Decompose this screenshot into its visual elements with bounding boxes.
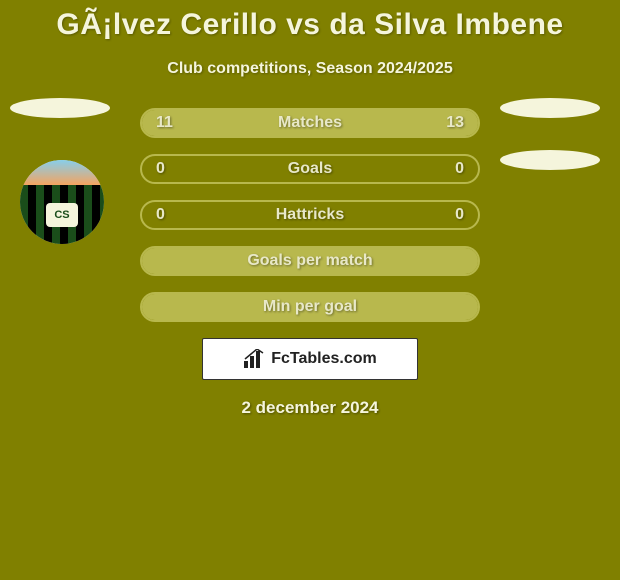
stat-label: Goals per match <box>247 252 372 270</box>
player-left-avatar-placeholder <box>10 98 110 118</box>
stat-value-left: 11 <box>156 114 173 132</box>
stat-bar: 11 13 Matches <box>140 108 480 138</box>
stat-bar: 0 0 Goals <box>140 154 480 184</box>
stat-value-right: 0 <box>455 160 464 178</box>
stat-label: Goals <box>288 160 332 178</box>
player-right-avatar-placeholder <box>500 98 600 118</box>
page-subtitle: Club competitions, Season 2024/2025 <box>0 60 620 78</box>
brand-text: FcTables.com <box>271 350 377 368</box>
stat-bar: 0 0 Hattricks <box>140 200 480 230</box>
stat-label: Matches <box>278 114 342 132</box>
stat-value-left: 0 <box>156 160 165 178</box>
club-badge: CS <box>20 160 104 244</box>
stat-bars: 11 13 Matches 0 0 Goals 0 0 Hattricks Goals per m… <box>140 108 480 322</box>
club-badge-sky <box>20 160 104 185</box>
stat-value-right: 13 <box>446 114 464 132</box>
club-badge-stripes: CS <box>20 185 104 244</box>
stats-area: CS 11 13 Matches 0 0 Goals 0 0 Hattricks Goals pe… <box>0 108 620 322</box>
stat-value-left: 0 <box>156 206 165 224</box>
stat-value-right: 0 <box>455 206 464 224</box>
stat-bar: Goals per match <box>140 246 480 276</box>
stat-label: Min per goal <box>263 298 357 316</box>
stat-bar: Min per goal <box>140 292 480 322</box>
player-right-avatar-placeholder-2 <box>500 150 600 170</box>
stat-label: Hattricks <box>276 206 344 224</box>
brand-box: FcTables.com <box>202 338 418 380</box>
date-label: 2 december 2024 <box>0 398 620 418</box>
bar-chart-icon <box>243 349 265 369</box>
page-title: GÃ¡lvez Cerillo vs da Silva Imbene <box>0 0 620 42</box>
club-badge-monogram: CS <box>46 203 78 227</box>
